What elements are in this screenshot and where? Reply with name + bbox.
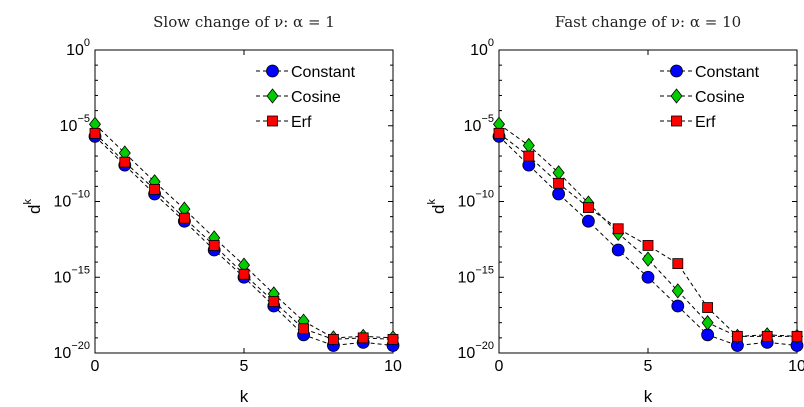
data-point: [553, 177, 564, 189]
series-line: [498, 132, 797, 337]
data-point: [641, 251, 655, 267]
y-tick-label: 10−15: [458, 264, 494, 286]
data-point: [583, 202, 594, 213]
x-tick-label: 10: [788, 358, 804, 375]
data-point: [791, 330, 803, 342]
legend-label: Cosine: [695, 89, 745, 106]
legend-marker: [266, 88, 279, 104]
legend-label: Erf: [291, 114, 312, 131]
legend-marker: [267, 115, 278, 127]
plot-panel-1: Slow change of ν: α = 110010−510−1010−15…: [22, 13, 402, 406]
y-axis-label: dk: [22, 199, 44, 214]
x-tick-label: 0: [91, 358, 100, 375]
series-line: [94, 132, 394, 340]
x-tick-label: 10: [384, 358, 402, 375]
y-axis-label: dk: [426, 199, 448, 214]
axes-box: [498, 49, 798, 354]
legend: Constant Cosine Erf: [660, 64, 760, 131]
data-point: [611, 243, 625, 257]
legend-label: Constant: [291, 64, 356, 81]
axes-box: [94, 49, 394, 354]
series-cosine: [492, 116, 804, 344]
x-tick-label: 0: [495, 358, 504, 375]
series-erf: [493, 127, 803, 342]
x-axis-label: k: [644, 387, 653, 406]
y-tick-label: 10−20: [54, 340, 90, 362]
data-point: [701, 328, 714, 342]
legend-label: Cosine: [291, 89, 341, 106]
data-point: [238, 268, 250, 280]
series-erf: [89, 127, 399, 345]
data-point: [523, 150, 535, 162]
data-point: [268, 296, 280, 307]
data-point: [178, 212, 190, 224]
data-point: [552, 187, 565, 201]
data-point: [208, 240, 220, 251]
y-tick-label: 10−10: [54, 189, 90, 211]
data-point: [149, 183, 161, 195]
y-tick-label: 100: [66, 37, 90, 59]
legend: Constant Cosine Erf: [256, 64, 356, 131]
data-point: [89, 127, 101, 139]
legend-marker: [266, 64, 279, 78]
data-point: [612, 223, 624, 235]
legend-label: Constant: [695, 64, 760, 81]
data-point: [642, 240, 654, 251]
y-tick-label: 100: [470, 37, 494, 59]
y-tick-label: 10−5: [60, 113, 90, 135]
y-tick-label: 10−10: [458, 189, 494, 211]
data-point: [671, 283, 684, 299]
chart-title: Slow change of ν: α = 1: [153, 13, 335, 31]
legend-label: Erf: [695, 114, 716, 131]
data-point: [119, 156, 131, 168]
data-point: [672, 258, 684, 270]
data-point: [298, 323, 310, 335]
data-point: [552, 165, 565, 181]
data-point: [732, 330, 743, 342]
data-point: [327, 333, 339, 345]
data-point: [761, 330, 773, 342]
chart-title: Fast change of ν: α = 10: [555, 13, 741, 31]
data-point: [493, 127, 505, 139]
series-line: [498, 123, 798, 337]
plot-panel-2: Fast change of ν: α = 1010010−510−1010−1…: [426, 13, 804, 406]
data-point: [522, 137, 535, 154]
y-tick-label: 10−5: [464, 113, 494, 135]
x-axis-label: k: [240, 387, 249, 406]
y-tick-label: 10−15: [54, 264, 90, 286]
series-line: [94, 135, 394, 346]
data-point: [702, 302, 713, 313]
data-point: [387, 333, 399, 345]
series-line: [94, 123, 394, 339]
series-cosine: [88, 116, 400, 346]
legend-marker: [671, 115, 682, 127]
legend-marker: [670, 64, 683, 78]
data-point: [357, 332, 369, 344]
x-tick-label: 5: [240, 358, 249, 375]
data-point: [641, 270, 655, 284]
data-point: [671, 299, 685, 313]
y-tick-label: 10−20: [458, 340, 494, 362]
x-tick-label: 5: [644, 358, 653, 375]
legend-marker: [670, 88, 683, 104]
data-point: [582, 214, 595, 228]
data-point: [701, 315, 714, 331]
